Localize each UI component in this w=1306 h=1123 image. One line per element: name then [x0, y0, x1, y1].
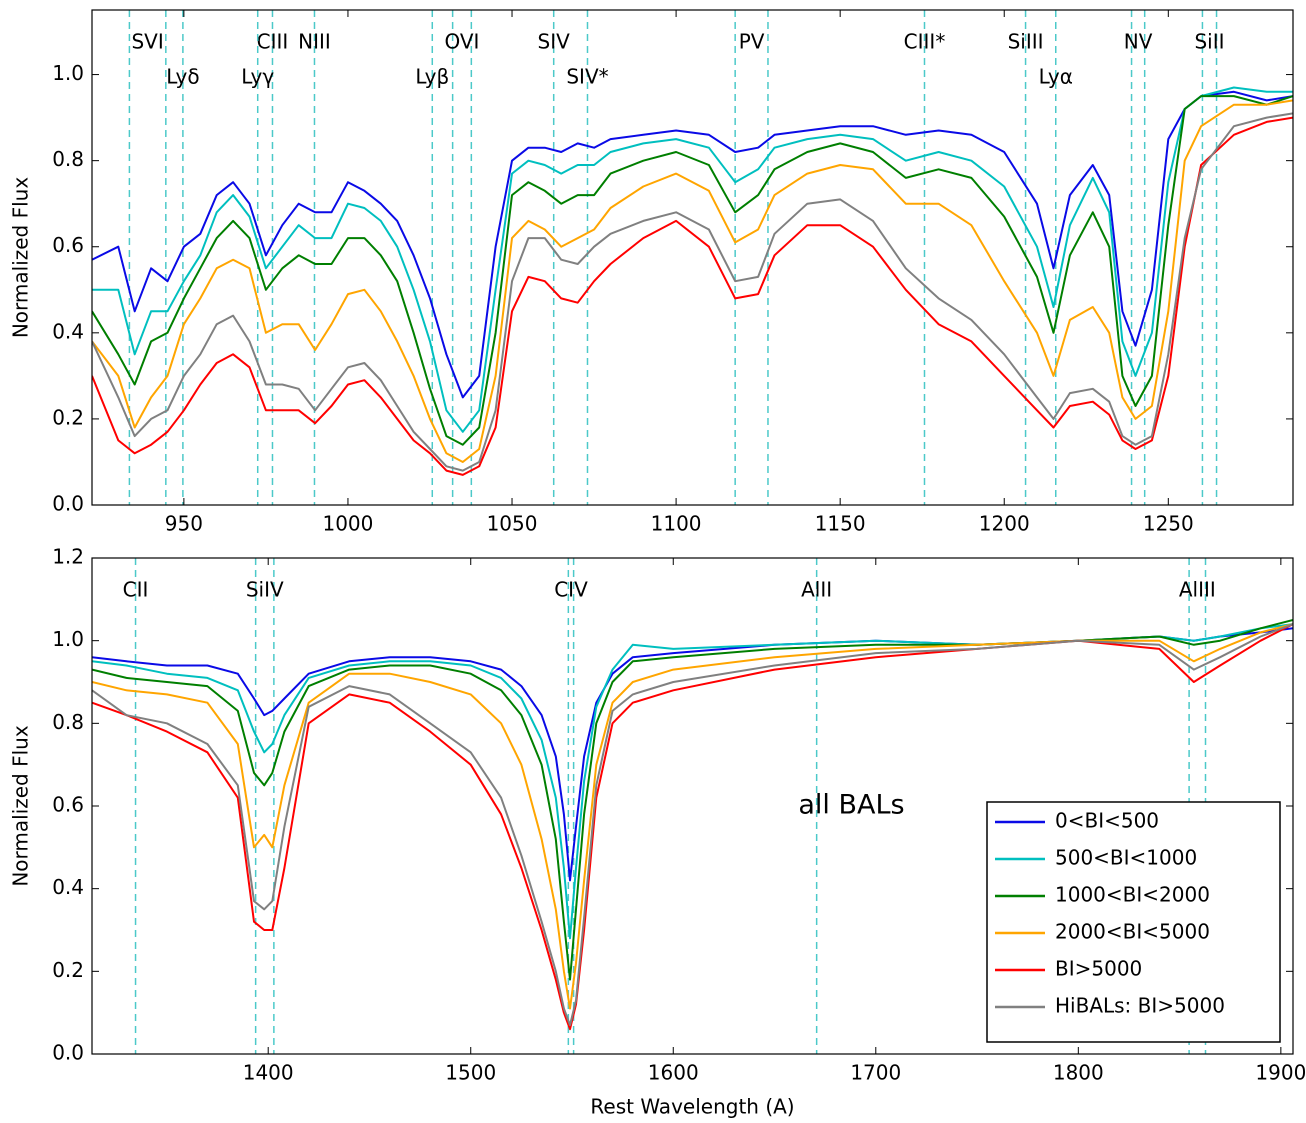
spectral-line-label: SIV* [566, 65, 608, 89]
spectral-line-label: NV [1124, 30, 1153, 54]
y-tick-label: 0.4 [52, 319, 84, 343]
spectral-line-label: SIV [538, 30, 571, 54]
x-tick-label: 1800 [1053, 1061, 1104, 1085]
annotation: all BALs [798, 790, 904, 821]
x-tick-label: 1900 [1255, 1061, 1306, 1085]
spectral-line-label: SVI [131, 30, 163, 54]
legend: 0<BI<500 500<BI<1000 1000<BI<2000 2000<BI<5… [986, 801, 1281, 1043]
spectral-line-label: Lyβ [415, 65, 449, 89]
spectrum-line [92, 86, 1293, 433]
legend-label: HiBALs: BI>5000 [1055, 994, 1225, 1018]
spectrum-line [92, 112, 1293, 472]
legend-box [986, 801, 1281, 1043]
x-tick-label: 1500 [445, 1061, 496, 1085]
x-tick-label: 1200 [979, 512, 1030, 536]
spectral-line-label: CIII [257, 30, 289, 54]
y-axis-label: Normalized Flux [9, 177, 33, 339]
spectral-line-label: NIII [298, 30, 331, 54]
x-tick-label: 1600 [648, 1061, 699, 1085]
x-tick-label: 1050 [487, 512, 538, 536]
x-tick-label: 1100 [651, 512, 702, 536]
spectral-line-label: SiII [1194, 30, 1224, 54]
spectrum-line [92, 99, 1293, 463]
series-group [92, 619, 1293, 1031]
legend-label: 2000<BI<5000 [1055, 920, 1210, 944]
spectral-line-label: CII [123, 578, 149, 602]
spectral-line-label: OVI [444, 30, 479, 54]
y-axis-label: Normalized Flux [9, 725, 33, 887]
spectral-line-label: SiIV [246, 578, 284, 602]
y-tick-label: 0.6 [52, 233, 84, 257]
spectral-line-label: Lyα [1039, 65, 1073, 89]
y-tick-label: 0.2 [52, 405, 84, 429]
spectrum-line [92, 90, 1293, 399]
spectrum-line [92, 623, 1293, 1027]
y-tick-label: 0.0 [52, 1041, 84, 1065]
x-tick-label: 1700 [850, 1061, 901, 1085]
x-tick-label: 1250 [1143, 512, 1194, 536]
x-axis-label: Rest Wavelength (A) [590, 1095, 794, 1119]
plot-frame [91, 9, 1294, 506]
spectral-line-label: Lyδ [166, 65, 199, 89]
spectral-line-label: CIII* [904, 30, 946, 54]
legend-label: BI>5000 [1055, 957, 1142, 981]
legend-label: 0<BI<500 [1055, 809, 1159, 833]
series-group [92, 86, 1293, 476]
legend-label: 500<BI<1000 [1055, 846, 1197, 870]
spectral-line-label: Lyγ [241, 65, 274, 89]
x-tick-label: 1400 [243, 1061, 294, 1085]
y-tick-label: 1.0 [52, 61, 84, 85]
y-tick-label: 1.0 [52, 627, 84, 651]
spectrum-line [92, 95, 1293, 446]
x-tick-label: 950 [165, 512, 203, 536]
spectral-line-label: SiIII [1008, 30, 1044, 54]
spectral-line-label: CIV [554, 578, 588, 602]
spectral-line-label: PV [739, 30, 765, 54]
spectrum-line [92, 116, 1293, 476]
y-tick-label: 0.2 [52, 958, 84, 982]
legend-label: 1000<BI<2000 [1055, 883, 1210, 907]
y-tick-label: 1.2 [52, 545, 84, 569]
y-tick-label: 0.6 [52, 793, 84, 817]
y-tick-label: 0.4 [52, 875, 84, 899]
spectral-line-label: AlII [801, 578, 832, 602]
spectral-line-label: AlIII [1179, 578, 1216, 602]
y-tick-label: 0.0 [52, 492, 84, 516]
x-tick-label: 1150 [815, 512, 866, 536]
y-tick-label: 0.8 [52, 147, 84, 171]
x-tick-label: 1000 [322, 512, 373, 536]
spectrum-line [92, 623, 1293, 1010]
y-tick-label: 0.8 [52, 710, 84, 734]
